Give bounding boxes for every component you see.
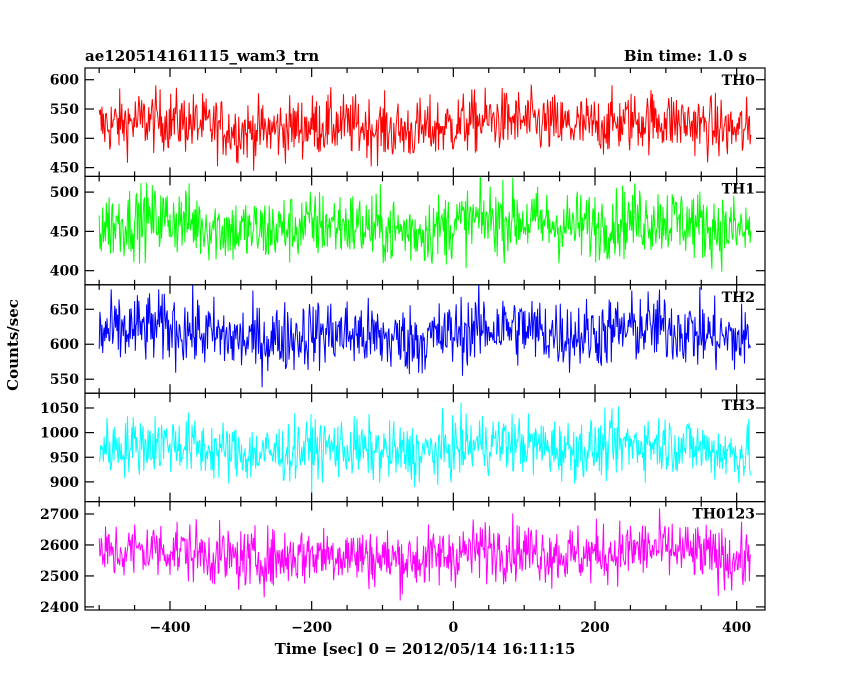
panel-th1: 400 450 500 TH1 [50, 175, 766, 286]
x-tick-label: 200 [580, 620, 609, 636]
series-th0123 [98, 508, 752, 601]
panel-th0: 450 500 550 600 TH0 [50, 67, 766, 178]
y-tick-label: 2600 [40, 538, 79, 554]
panel-stack: 450 500 550 600 TH0 400 450 500 TH1 550 600 650 TH2 9… [40, 67, 766, 616]
x-axis: −400 −200 0 200 400 [150, 620, 752, 636]
x-tick-label: 0 [448, 620, 458, 636]
y-tick-label: 2700 [40, 507, 79, 523]
y-tick-label: 500 [50, 131, 79, 147]
x-axis-label: Time [sec] 0 = 2012/05/14 16:11:15 [275, 640, 576, 658]
series-th1 [98, 176, 752, 272]
y-tick-label: 550 [50, 372, 79, 388]
y-tick-label: 400 [50, 264, 79, 280]
y-tick-label: 1000 [40, 426, 79, 442]
x-tick-label: −400 [150, 620, 191, 636]
panel-label: TH2 [722, 290, 755, 306]
y-tick-label: 650 [50, 302, 79, 318]
y-tick-label: 950 [50, 450, 79, 466]
bin-time-label: Bin time: 1.0 s [624, 47, 747, 65]
y-tick-label: 900 [50, 475, 79, 491]
y-tick-label: 450 [50, 224, 79, 240]
y-tick-label: 1050 [40, 401, 79, 417]
y-tick-label: 600 [50, 337, 79, 353]
series-th2 [98, 284, 752, 388]
y-tick-label: 600 [50, 73, 79, 89]
figure-title: ae120514161115_wam3_trn [85, 47, 319, 65]
x-tick-label: −200 [291, 620, 332, 636]
panel-th2: 550 600 650 TH2 [50, 284, 766, 394]
y-tick-label: 500 [50, 185, 79, 201]
x-tick-label: 400 [722, 620, 751, 636]
panel-label: TH3 [722, 398, 755, 414]
y-axis-label: Counts/sec [4, 299, 22, 391]
panel-label: TH0123 [692, 507, 755, 523]
series-th3 [98, 402, 752, 494]
panel-th0123: 2400 2500 2600 2700 TH0123 [40, 501, 766, 616]
y-tick-label: 450 [50, 161, 79, 177]
y-tick-label: 550 [50, 102, 79, 118]
series-th0 [98, 84, 752, 171]
y-tick-label: 2500 [40, 569, 79, 585]
y-tick-label: 2400 [40, 600, 79, 616]
panel-label: TH0 [722, 73, 756, 89]
panel-frame [84, 501, 766, 611]
panel-label: TH1 [722, 181, 755, 197]
panel-th3: 900 950 1000 1050 TH3 [40, 392, 766, 503]
